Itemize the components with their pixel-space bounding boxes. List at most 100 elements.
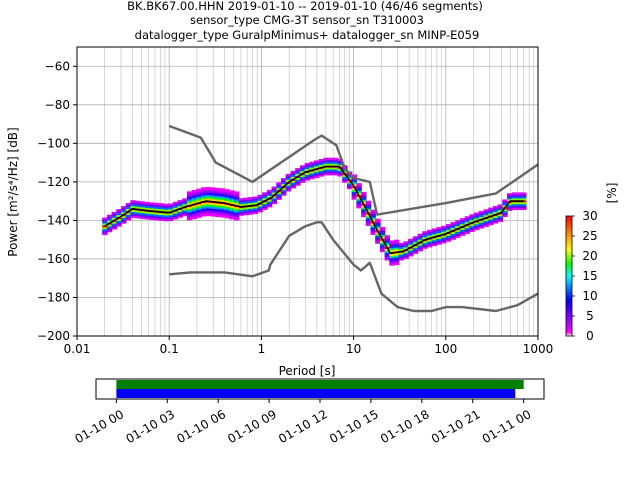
psd-cell xyxy=(337,172,343,175)
psd-cell xyxy=(172,207,179,210)
psd-cell xyxy=(497,215,503,219)
colorbar-gradient xyxy=(565,215,573,337)
psd-cell xyxy=(361,205,367,208)
x-tick-label: 0.01 xyxy=(64,342,91,356)
psd-cell xyxy=(445,229,452,233)
psd-cell xyxy=(153,218,160,221)
psd-cell xyxy=(125,218,132,221)
psd-cell xyxy=(215,197,221,200)
psd-plot: 0.01 0.1 1 10 100 1000 −60 −80 −100 −120 −140 −160… xyxy=(6,46,553,378)
psd-cell xyxy=(507,206,513,209)
psd-cell xyxy=(266,193,273,196)
psd-cell xyxy=(375,237,381,241)
psd-cell xyxy=(459,220,466,223)
psd-cell xyxy=(130,211,136,214)
psd-cell xyxy=(375,236,381,239)
psd-cell xyxy=(186,206,193,209)
psd-cell xyxy=(403,243,409,246)
psd-cell xyxy=(309,161,315,164)
psd-cell xyxy=(116,218,122,221)
psd-cell xyxy=(177,205,183,209)
psd-cell xyxy=(252,206,259,209)
psd-cell xyxy=(219,203,226,206)
psd-cell xyxy=(234,195,240,198)
psd-cell xyxy=(379,234,386,237)
psd-cell xyxy=(469,220,475,223)
psd-cell xyxy=(196,207,202,211)
psd-cell xyxy=(229,209,235,212)
psd-cell xyxy=(271,198,277,201)
psd-cell xyxy=(332,171,339,174)
y-tick-label: −200 xyxy=(37,329,70,343)
psd-cell xyxy=(474,212,480,215)
psd-cell xyxy=(507,204,513,207)
psd-cell xyxy=(408,238,414,241)
psd-cell xyxy=(379,226,386,230)
psd-cell xyxy=(389,259,395,262)
psd-cell xyxy=(215,211,221,214)
psd-cell xyxy=(271,200,277,203)
psd-cell xyxy=(422,235,428,238)
psd-cell xyxy=(106,230,113,233)
psd-cell xyxy=(365,218,372,221)
psd-cell xyxy=(224,198,230,201)
psd-cell xyxy=(144,203,150,206)
psd-cell xyxy=(394,253,400,256)
psd-cell xyxy=(210,193,216,196)
psd-cell xyxy=(186,191,193,194)
psd-cell xyxy=(408,248,414,251)
psd-cell xyxy=(488,219,494,222)
psd-cell xyxy=(488,211,494,214)
psd-cell xyxy=(342,174,348,177)
psd-cell xyxy=(276,184,282,187)
psd-cell xyxy=(384,235,390,238)
psd-cell xyxy=(191,191,197,195)
psd-cell xyxy=(431,232,438,235)
psd-cell xyxy=(412,240,419,243)
coverage-bar xyxy=(116,389,516,398)
psd-cell xyxy=(139,214,146,217)
psd-cell xyxy=(243,203,249,206)
psd-cell xyxy=(243,201,249,204)
psd-cell xyxy=(304,168,310,171)
psd-cell xyxy=(295,170,301,173)
psd-cell xyxy=(135,204,141,207)
psd-cell xyxy=(196,194,202,197)
y-tick-label: −60 xyxy=(45,59,70,73)
colorbar-tick-label: 5 xyxy=(586,309,594,323)
psd-cell xyxy=(318,172,325,175)
psd-cell xyxy=(168,217,174,220)
psd-cell xyxy=(229,205,235,208)
psd-cell xyxy=(281,193,287,196)
psd-cell xyxy=(497,214,503,217)
psd-cell xyxy=(201,191,207,194)
psd-cell xyxy=(196,200,202,203)
psd-cell xyxy=(215,191,221,194)
psd-cell xyxy=(412,251,419,254)
psd-cell xyxy=(234,206,240,209)
psd-cell xyxy=(252,208,259,211)
psd-cell xyxy=(266,199,273,202)
psd-cell xyxy=(328,173,334,176)
psd-cell xyxy=(502,201,508,204)
psd-cell xyxy=(455,224,461,227)
psd-cell xyxy=(177,204,183,207)
psd-cell xyxy=(248,208,254,211)
psd-cell xyxy=(384,239,390,242)
psd-cell xyxy=(248,199,254,202)
psd-cell xyxy=(238,200,245,203)
psd-cell xyxy=(356,192,362,195)
psd-cell xyxy=(219,199,226,203)
psd-cell xyxy=(403,252,409,256)
psd-cell xyxy=(281,187,287,190)
psd-cell xyxy=(394,260,400,264)
psd-cell xyxy=(370,209,376,212)
psd-cell xyxy=(408,240,414,243)
psd-cell xyxy=(459,224,466,227)
psd-cell xyxy=(172,217,179,220)
psd-cell xyxy=(478,210,485,214)
psd-cell xyxy=(201,202,207,205)
psd-cell xyxy=(139,201,146,204)
psd-cell xyxy=(351,197,357,200)
psd-cell xyxy=(102,221,108,224)
